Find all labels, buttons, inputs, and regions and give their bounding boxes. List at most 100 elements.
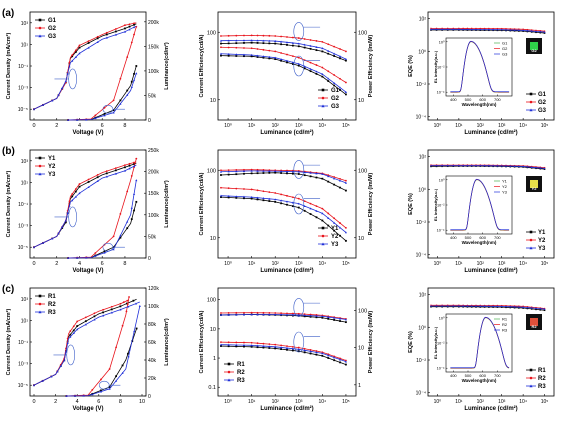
ce-point: [242, 39, 246, 42]
eqe-xtick-label: 10²: [477, 123, 485, 129]
pe-point: [321, 207, 324, 210]
lum-point: [112, 235, 115, 238]
jv-point: [110, 305, 113, 308]
pe-point: [291, 201, 294, 204]
lum-ytick-label: 200k: [148, 20, 159, 26]
jv-point: [72, 325, 75, 328]
eqe-point: [435, 164, 438, 167]
pe-point: [297, 202, 300, 205]
jv-xtick-label: 6: [101, 261, 104, 267]
ce-plot-frame: [217, 11, 357, 121]
eqe-xtick-label: 10⁵: [541, 123, 549, 129]
ce-point: [286, 172, 288, 175]
ce-point: [256, 34, 259, 37]
ce-point: [220, 312, 222, 314]
ce-point: [339, 186, 341, 189]
ce-point: [262, 39, 265, 42]
eqe-xtick-label: 10¹: [455, 399, 463, 405]
lum-curve-G2: [68, 26, 137, 121]
ce-point: [268, 42, 271, 45]
ce-point: [256, 168, 259, 171]
pe-point: [303, 200, 306, 203]
pe-ytick-label: 10: [358, 236, 364, 242]
lum-point: [112, 99, 115, 102]
jv-point: [59, 364, 62, 367]
eqe-point: [505, 28, 507, 30]
ce-point: [250, 34, 253, 37]
pe-point: [220, 341, 222, 344]
pe-point: [250, 55, 253, 58]
eqe-point: [535, 166, 537, 169]
lum-point: [112, 111, 115, 114]
pe-point: [250, 196, 253, 199]
jv-point: [78, 192, 81, 195]
lum-point: [65, 394, 68, 397]
jv-point: [64, 219, 67, 222]
jv-xtick-label: 8: [119, 399, 122, 405]
pe-point: [344, 231, 348, 234]
ce-point: [256, 311, 259, 314]
eqe-point: [522, 28, 524, 31]
ce-point: [338, 55, 342, 58]
inset-legend-label: R1: [502, 317, 508, 322]
ce-xlabel: Luminance (cd/m²): [260, 129, 313, 136]
ce-point: [291, 36, 294, 39]
pe-point: [327, 80, 330, 82]
pe-point: [285, 59, 289, 62]
eqe-point: [543, 32, 546, 34]
pe-ytick-label: 100: [358, 30, 367, 36]
ce-plot-frame: [217, 287, 357, 397]
inset-frame: [445, 37, 513, 97]
eqe-point: [446, 164, 449, 167]
jv-point: [102, 308, 105, 311]
el-spectrum-G3: [450, 40, 510, 93]
ce-point: [220, 169, 222, 172]
eqe-point: [513, 306, 516, 309]
jv-point: [114, 172, 117, 175]
pe-point: [227, 187, 230, 190]
ce-point: [303, 174, 306, 177]
eqe-ytick-label: 10²: [419, 17, 427, 23]
lum-point: [91, 393, 94, 396]
jv-point: [105, 33, 108, 36]
pe-point: [235, 341, 238, 344]
eqe-point: [505, 305, 507, 308]
jv-point: [78, 46, 81, 49]
lum-point: [108, 387, 111, 390]
pe-point: [250, 341, 253, 344]
ce-point: [344, 318, 348, 321]
ce-point: [256, 172, 259, 175]
eqe-point: [543, 167, 546, 170]
eqe-point: [505, 306, 507, 309]
device-photo-label: G2: [531, 48, 537, 53]
jv-point: [127, 305, 130, 308]
ce-point: [227, 313, 230, 316]
lum-point: [103, 251, 106, 254]
ce-point: [256, 39, 259, 42]
pe-point: [286, 194, 288, 197]
pe-point: [285, 200, 289, 203]
inset-xtick-label: 700: [494, 235, 501, 240]
jv-xtick-label: 2: [55, 261, 58, 267]
lum-ylabel: Luminance(cd/m²): [163, 42, 170, 90]
eqe-xtick-label: 10⁴: [519, 399, 527, 405]
lum-point: [108, 368, 111, 370]
pe-point: [243, 197, 245, 200]
jv-point: [96, 176, 99, 179]
lum-point: [119, 234, 122, 237]
jv-ytick-label: 10⁻³: [18, 362, 28, 368]
jv-point: [57, 232, 60, 235]
inset-ylabel: EL Intensity(a.u.): [433, 188, 438, 221]
jv-ytick-label: 10⁻⁵: [18, 107, 28, 113]
pe-point: [274, 192, 277, 194]
device-photo-emission: [530, 42, 538, 50]
eqe-point: [475, 305, 477, 307]
lum-curve-Y1: [68, 201, 137, 259]
lum-ylabel: Luminance(cd/m²): [163, 318, 170, 366]
ce-curve-Y1: [220, 172, 347, 191]
pe-point: [220, 54, 222, 57]
pe-point: [280, 52, 283, 54]
pe-point: [227, 54, 230, 57]
jv-point: [68, 65, 71, 68]
eqe-point: [475, 28, 477, 31]
